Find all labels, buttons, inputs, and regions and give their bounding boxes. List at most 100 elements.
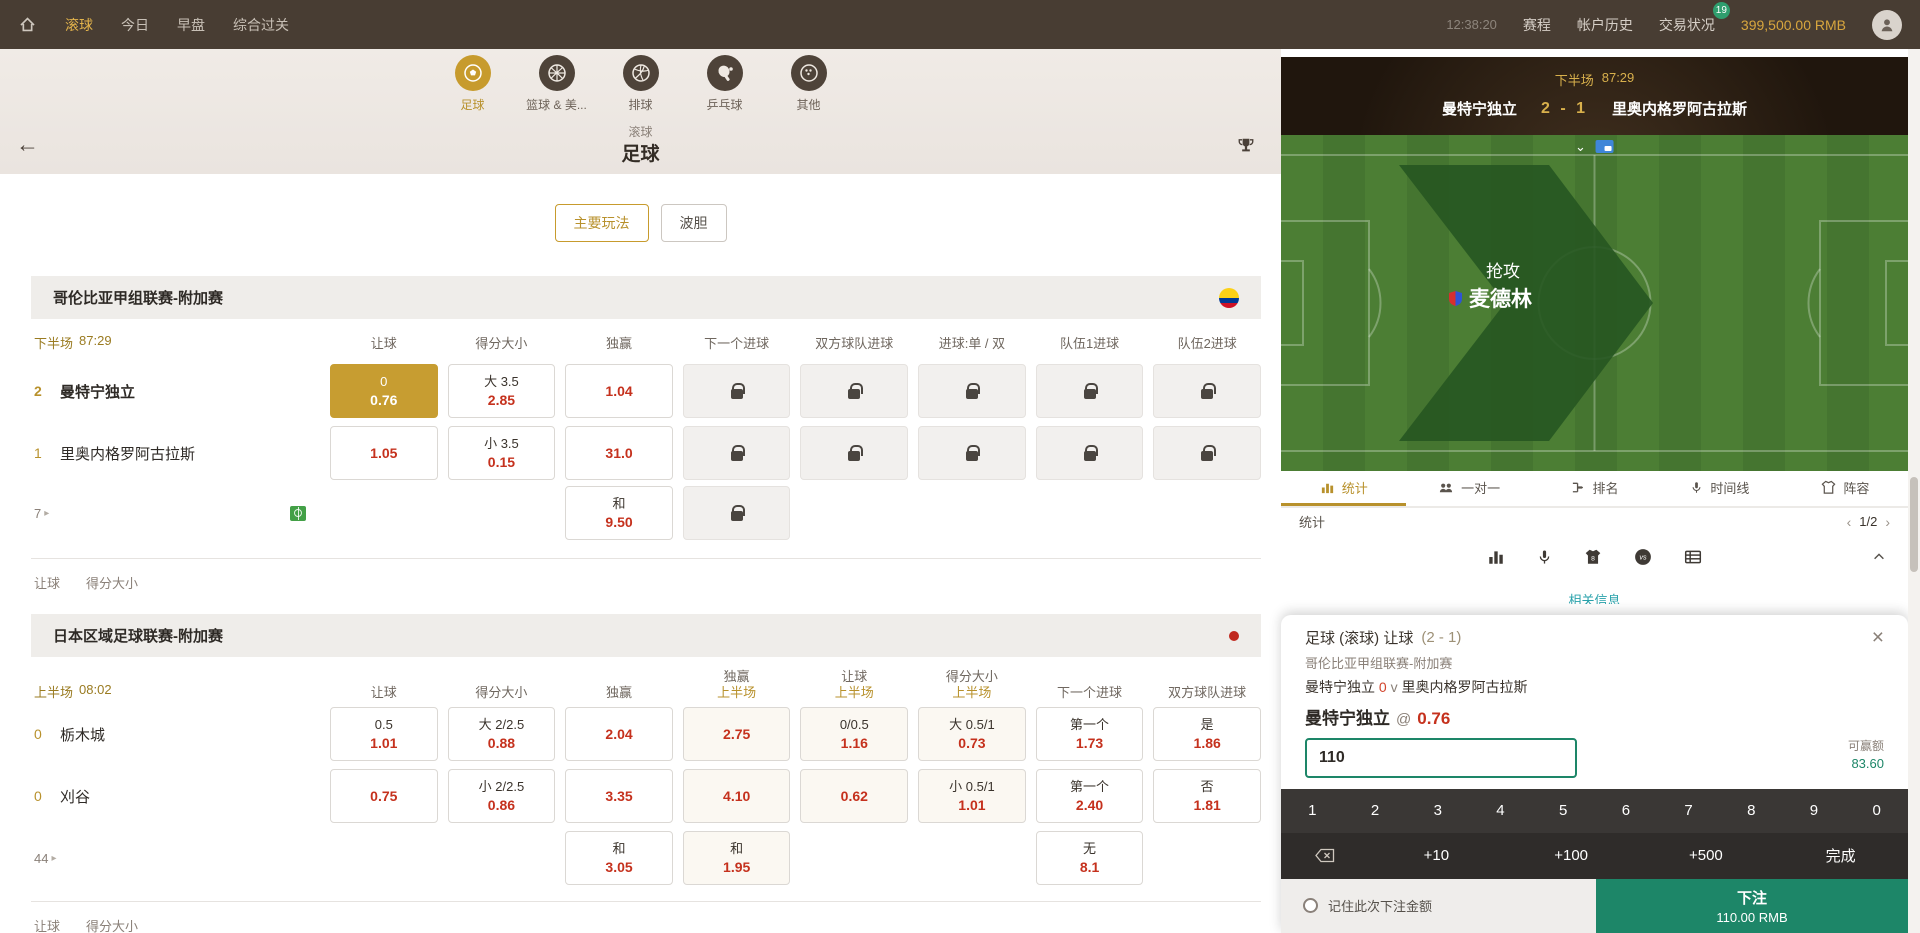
sport-basketball[interactable]: 篮球 & 美... — [522, 55, 592, 113]
commentary-widget-icon[interactable] — [1537, 548, 1552, 566]
odds-cell[interactable]: 第一个 2.40 — [1035, 769, 1144, 823]
back-arrow-icon[interactable]: ← — [16, 131, 39, 157]
key-5[interactable]: 5 — [1558, 802, 1568, 820]
basketball-icon — [538, 55, 575, 91]
odds-cell-none[interactable]: 无 8.1 — [1035, 831, 1144, 885]
backspace-icon[interactable] — [1281, 833, 1369, 879]
key-3[interactable]: 3 — [1433, 802, 1442, 820]
odds-cell[interactable]: 0/0.5 1.16 — [800, 707, 909, 761]
correct-score-button[interactable]: 波胆 — [660, 204, 727, 242]
stake-input[interactable] — [1305, 738, 1577, 778]
sport-volleyball[interactable]: 排球 — [606, 55, 676, 113]
close-icon[interactable]: × — [1871, 626, 1884, 649]
pager-next-icon[interactable]: › — [1885, 513, 1890, 530]
odds-cell[interactable]: 小 3.5 0.15 — [447, 426, 556, 480]
odds-cell[interactable]: 大 2/2.5 0.88 — [447, 707, 556, 761]
odds-cell[interactable]: 是 1.86 — [1153, 707, 1261, 761]
odds-cell[interactable]: 1.04 — [565, 364, 673, 418]
trophy-icon[interactable] — [1237, 137, 1255, 160]
odds-cell[interactable]: 0.62 — [800, 769, 909, 823]
collapse-icon[interactable]: ⌄ — [1575, 139, 1586, 154]
vs-widget-icon[interactable]: vs — [1634, 548, 1652, 566]
tab-lineups[interactable]: 阵容 — [1783, 471, 1908, 506]
nav-today[interactable]: 今日 — [121, 16, 149, 33]
related-info-link[interactable]: 相关信息 — [1568, 593, 1621, 604]
key-1[interactable]: 1 — [1308, 802, 1317, 820]
odds-cell[interactable]: 2.04 — [565, 707, 673, 761]
tab-over-under[interactable]: 得分大小 — [86, 919, 139, 933]
key-7[interactable]: 7 — [1684, 802, 1693, 820]
sport-football[interactable]: 足球 — [438, 55, 508, 113]
bracket-icon — [1572, 482, 1583, 492]
nav-early[interactable]: 早盘 — [177, 16, 205, 33]
more-markets-link[interactable]: 44 ▸ — [34, 850, 57, 866]
add-500-key[interactable]: +500 — [1688, 847, 1723, 865]
place-bet-button[interactable]: 下注 110.00 RMB — [1596, 878, 1908, 933]
key-8[interactable]: 8 — [1747, 802, 1756, 820]
nav-transaction-status[interactable]: 交易状况 19 — [1659, 1, 1730, 35]
sport-selector: 足球 篮球 & 美... 排球 乒乓球 — [0, 55, 1281, 113]
key-6[interactable]: 6 — [1621, 802, 1631, 820]
add-100-key[interactable]: +100 — [1554, 847, 1589, 865]
key-4[interactable]: 4 — [1496, 802, 1505, 820]
main-markets-button[interactable]: 主要玩法 — [554, 204, 649, 242]
chart-widget-icon[interactable] — [1487, 548, 1505, 566]
key-2[interactable]: 2 — [1370, 802, 1380, 820]
odds-cell[interactable]: 31.0 — [565, 426, 673, 480]
other-sport-icon — [790, 55, 827, 91]
odds-cell-draw[interactable]: 和 3.05 — [565, 831, 673, 885]
nav-schedule[interactable]: 赛程 — [1522, 16, 1551, 33]
team-name: 刈谷 — [60, 788, 91, 806]
tab-over-under[interactable]: 得分大小 — [86, 576, 139, 591]
widget-icon-strip: 8 vs — [1281, 535, 1908, 579]
table-widget-icon[interactable] — [1684, 548, 1702, 566]
odds-cell-draw[interactable]: 和 1.95 — [682, 831, 791, 885]
odds-cell[interactable]: 小 2/2.5 0.86 — [447, 769, 556, 823]
odds-cell[interactable]: 0.5 1.01 — [329, 707, 438, 761]
odds-cell[interactable]: 3.35 — [565, 769, 673, 823]
team-cell: 0 刈谷 — [31, 786, 320, 807]
scrollbar-thumb[interactable] — [1910, 477, 1918, 572]
odds-cell-selected[interactable]: 0 0.76 — [329, 364, 438, 418]
odds-cell-draw[interactable]: 和 9.50 — [565, 486, 673, 540]
odds-cell[interactable]: 小 0.5/1 1.01 — [918, 769, 1026, 823]
user-avatar-icon[interactable] — [1872, 9, 1902, 40]
key-0[interactable]: 0 — [1872, 802, 1881, 820]
key-9[interactable]: 9 — [1809, 802, 1819, 820]
odds-cell[interactable]: 否 1.81 — [1153, 769, 1261, 823]
sport-other[interactable]: 其他 — [774, 55, 844, 113]
nav-parlay[interactable]: 综合过关 — [233, 16, 289, 33]
odds-cell[interactable]: 2.75 — [682, 707, 791, 761]
clock-time: 12:38:20 — [1446, 17, 1497, 32]
odds-cell[interactable]: 大 3.5 2.85 — [447, 364, 556, 418]
tab-head-to-head[interactable]: 一对一 — [1406, 471, 1531, 506]
col-both-score: 双方球队进球 — [1168, 685, 1247, 700]
tab-handicap[interactable]: 让球 — [34, 576, 61, 591]
league-header-japan[interactable]: 日本区域足球联赛-附加赛 — [31, 614, 1261, 657]
live-pitch-visualisation: 抢攻 麦德林 ⌄ — [1281, 135, 1908, 471]
tab-handicap[interactable]: 让球 — [34, 919, 61, 933]
sport-table-tennis[interactable]: 乒乓球 — [690, 55, 760, 113]
chevron-up-icon[interactable] — [1872, 550, 1886, 564]
odds-cell[interactable]: 1.05 — [329, 426, 438, 480]
add-10-key[interactable]: +10 — [1423, 847, 1450, 865]
jersey-widget-icon[interactable]: 8 — [1584, 548, 1602, 566]
table-tennis-icon — [706, 55, 743, 91]
done-key[interactable]: 完成 — [1825, 848, 1856, 866]
league-header-colombia[interactable]: 哥伦比亚甲组联赛-附加赛 — [31, 276, 1261, 319]
pip-icon[interactable] — [1595, 140, 1614, 153]
odds-cell[interactable]: 0.75 — [329, 769, 438, 823]
nav-account-history[interactable]: 帐户历史 — [1576, 16, 1633, 33]
remember-stake-radio[interactable] — [1303, 898, 1318, 914]
odds-cell[interactable]: 4.10 — [682, 769, 791, 823]
odds-cell[interactable]: 大 0.5/1 0.73 — [918, 707, 1026, 761]
odds-cell[interactable]: 第一个 1.73 — [1035, 707, 1144, 761]
pager-prev-icon[interactable]: ‹ — [1846, 513, 1852, 530]
market-column-headers: 下半场 87:29 让球 得分大小 独赢 下一个进球 双方球队进球 进球:单 / … — [31, 333, 1261, 352]
tab-timeline[interactable]: 时间线 — [1657, 471, 1782, 506]
more-markets-link[interactable]: 7 ▸ — [34, 505, 50, 521]
nav-inplay[interactable]: 滚球 — [65, 16, 93, 33]
tab-stats[interactable]: 统计 — [1281, 471, 1407, 506]
tab-standings[interactable]: 排名 — [1532, 471, 1657, 506]
home-icon[interactable] — [18, 15, 37, 34]
